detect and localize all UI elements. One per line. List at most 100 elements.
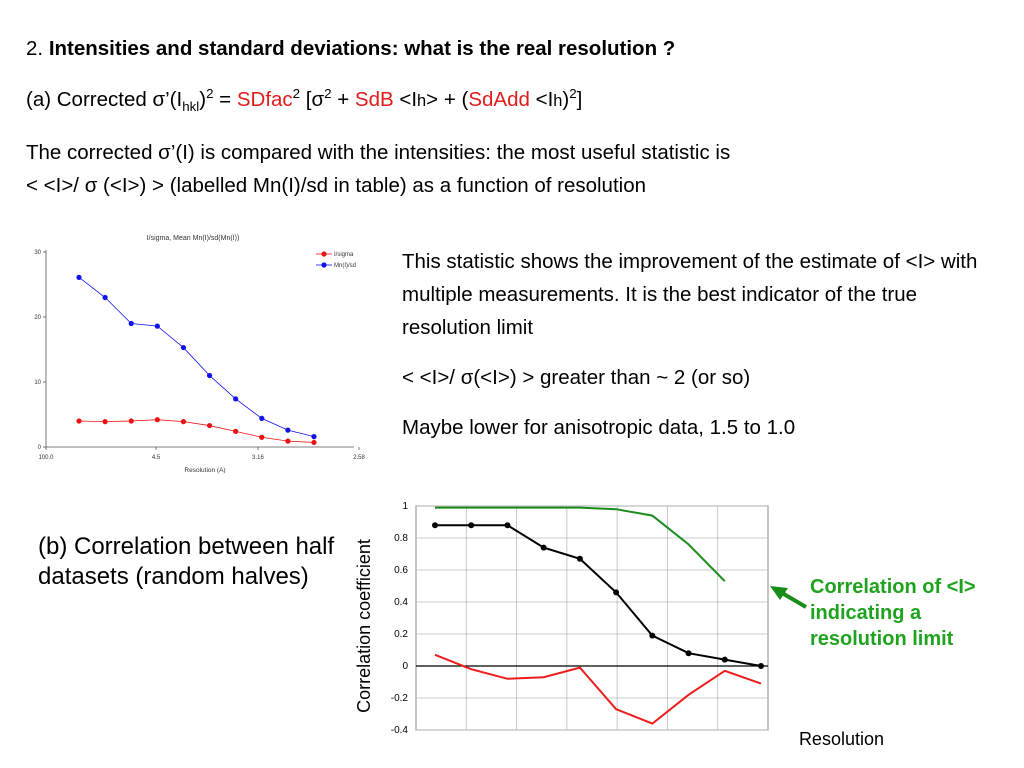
text-part: (<I>) > greater than ~ 2 (or so) bbox=[473, 366, 751, 389]
y-tick-label: 0 bbox=[402, 661, 408, 672]
x-axis-label: Resolution bbox=[799, 729, 884, 749]
y-tick-label: 1 bbox=[402, 501, 408, 512]
formula-superscript: 2 bbox=[292, 86, 301, 102]
text-part: The corrected bbox=[26, 141, 159, 164]
annotation-arrow-head bbox=[770, 586, 788, 600]
data-point bbox=[758, 663, 764, 669]
x-tick-label: 3.16 bbox=[252, 455, 264, 461]
data-point bbox=[285, 438, 291, 444]
correlation-chart: 1 0.8 0.6 0.4 0.2 0 -0.2 -0.4 Correlation coeffi… bbox=[354, 501, 884, 749]
legend-marker bbox=[321, 262, 327, 268]
data-point bbox=[206, 372, 213, 379]
formula-part: ’(I bbox=[165, 88, 183, 111]
y-tick-label: 0.6 bbox=[394, 565, 408, 576]
formula-part: <I bbox=[393, 88, 418, 111]
data-point bbox=[180, 344, 187, 351]
y-tick-label: 0.4 bbox=[394, 597, 408, 608]
data-point bbox=[540, 544, 547, 551]
data-point bbox=[154, 417, 160, 423]
text-part: ’(I) is compared with the intensities: t… bbox=[170, 141, 731, 164]
series-line-1 bbox=[435, 524, 762, 667]
formula-line: (a) Corrected σ’(Ihkl)2 = SDfac2 [σ2 + S… bbox=[26, 87, 582, 114]
data-point bbox=[76, 274, 82, 280]
data-point bbox=[102, 419, 108, 425]
sigma-symbol: σ bbox=[311, 88, 325, 111]
data-point bbox=[128, 418, 134, 424]
isigma-chart: I/sigma, Mean Mn(I)/sd(Mn(I)) 0 10 20 30 100.… bbox=[34, 235, 365, 474]
x-tick-label: 100.0 bbox=[38, 455, 54, 461]
data-point bbox=[128, 320, 134, 327]
data-point bbox=[259, 434, 265, 440]
y-tick-label: -0.2 bbox=[391, 693, 409, 704]
explanation-p2: < <I>/ σ(<I>) > greater than ~ 2 (or so) bbox=[402, 361, 1002, 394]
data-point bbox=[613, 589, 620, 596]
y-tick-label: -0.4 bbox=[391, 725, 409, 736]
formula-superscript: 2 bbox=[206, 86, 214, 102]
intro-paragraph-line1: The corrected σ’(I) is compared with the… bbox=[26, 140, 730, 166]
data-point bbox=[721, 656, 728, 663]
formula-part: ] bbox=[576, 88, 583, 111]
y-tick-label: 0.2 bbox=[394, 629, 408, 640]
data-point bbox=[206, 422, 213, 429]
y-axis-label: Correlation coefficient bbox=[354, 539, 374, 713]
x-tick-label: 2.58 bbox=[353, 455, 365, 461]
data-point bbox=[233, 396, 239, 402]
formula-subscript: h bbox=[417, 92, 427, 110]
formula-superscript: 2 bbox=[569, 86, 577, 102]
formula-subscript: h bbox=[553, 92, 563, 110]
sdb-term: SdB bbox=[354, 88, 394, 111]
series-line-2 bbox=[434, 653, 762, 725]
formula-part: + bbox=[331, 88, 355, 111]
legend-label: I/sigma bbox=[334, 252, 354, 258]
formula-subscript: hkl bbox=[182, 99, 200, 115]
formula-part: ) bbox=[199, 88, 207, 111]
y-tick-label: 30 bbox=[34, 250, 41, 256]
resolution-limit-annotation: Correlation of <I> indicating a resoluti… bbox=[810, 576, 976, 650]
intro-paragraph-line2: < <I>/ σ (<I>) > (labelled Mn(I)/sd in t… bbox=[26, 173, 646, 199]
legend-label: Mn(I)/sd bbox=[334, 263, 356, 269]
explanation-p1: This statistic shows the improvement of … bbox=[402, 250, 978, 339]
legend-marker bbox=[321, 251, 327, 257]
sigma-symbol: σ bbox=[158, 141, 171, 164]
data-point bbox=[311, 439, 317, 446]
series-line-0 bbox=[435, 506, 726, 582]
data-point bbox=[576, 555, 583, 562]
formula-part: > + ( bbox=[426, 88, 469, 111]
heading-number: 2. bbox=[26, 37, 44, 60]
text-part: < <I>/ bbox=[402, 366, 461, 389]
data-point bbox=[685, 650, 692, 657]
data-point bbox=[102, 294, 108, 301]
text-part: < <I>/ bbox=[26, 174, 85, 197]
slide-heading: 2. Intensities and standard deviations: … bbox=[26, 36, 675, 62]
sdadd-term: SdAdd bbox=[468, 88, 530, 111]
sigma-symbol: σ bbox=[84, 174, 98, 197]
data-point bbox=[154, 323, 160, 329]
formula-part: <I bbox=[529, 88, 554, 111]
sigma-symbol: σ bbox=[152, 88, 166, 111]
data-point bbox=[504, 522, 511, 529]
data-point bbox=[233, 428, 239, 434]
formula-part: = bbox=[213, 88, 237, 111]
x-tick-label: 4.5 bbox=[152, 455, 161, 461]
text-part: (<I>) > (labelled Mn(I)/sd in table) as … bbox=[97, 174, 647, 197]
x-axis-label: Resolution (A) bbox=[184, 467, 225, 474]
heading-title: Intensities and standard deviations: wha… bbox=[48, 37, 676, 60]
formula-prefix: (a) Corrected bbox=[26, 88, 153, 111]
series-line-0 bbox=[78, 419, 315, 443]
data-point bbox=[649, 632, 656, 639]
explanation-block: This statistic shows the improvement of … bbox=[402, 245, 1002, 444]
sdfac-term: SDfac bbox=[236, 88, 293, 111]
data-point bbox=[285, 427, 291, 433]
explanation-p3: Maybe lower for anisotropic data, 1.5 to… bbox=[402, 416, 796, 439]
formula-superscript: 2 bbox=[324, 86, 332, 102]
y-tick-label: 0 bbox=[38, 445, 42, 451]
section-b-label: (b) Correlation between half datasets (r… bbox=[38, 533, 335, 590]
data-point bbox=[259, 415, 265, 421]
data-point bbox=[311, 434, 317, 440]
series-line-1 bbox=[78, 277, 315, 437]
y-tick-label: 20 bbox=[34, 315, 41, 321]
data-point bbox=[468, 522, 475, 529]
data-point bbox=[432, 522, 438, 529]
formula-part: [ bbox=[300, 88, 312, 111]
formula-part: ) bbox=[562, 88, 570, 111]
